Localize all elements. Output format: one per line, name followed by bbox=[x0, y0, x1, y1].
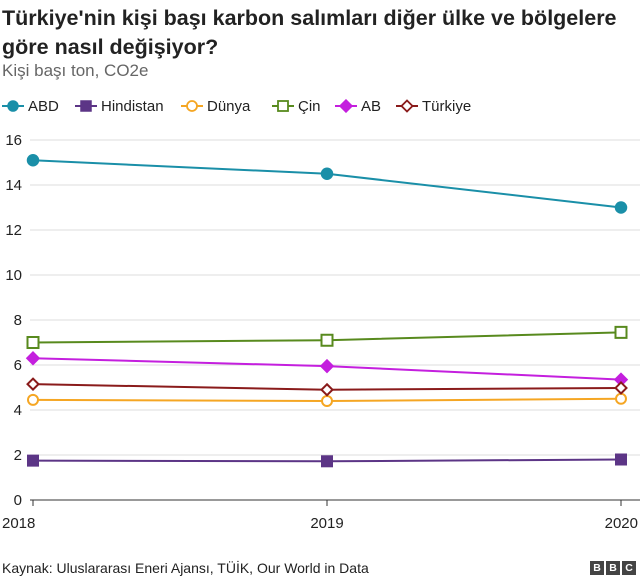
chart-title: Türkiye'nin kişi başı karbon salımları d… bbox=[2, 6, 617, 59]
legend-item-abd: ABD bbox=[2, 94, 59, 118]
legend-item-hindistan: Hindistan bbox=[75, 94, 164, 118]
legend-diamond-filled-icon bbox=[335, 99, 357, 113]
legend-label: ABD bbox=[28, 97, 59, 115]
data-point-ab bbox=[319, 358, 335, 374]
data-point-ab bbox=[25, 351, 41, 366]
line-chart: 0 2 4 6 8 10 12 14 16 2018 2019 2020 bbox=[2, 132, 640, 532]
legend-item-ab: AB bbox=[335, 94, 381, 118]
legend-label: AB bbox=[361, 97, 382, 115]
data-point-t-rkiye bbox=[26, 377, 40, 392]
data-point-hindistan bbox=[27, 454, 39, 467]
bbc-logo: B B C bbox=[590, 561, 636, 575]
data-point-abd bbox=[614, 201, 628, 214]
y-tick-label: 12 bbox=[5, 222, 22, 239]
legend-item-turkiye: Türkiye bbox=[396, 94, 471, 118]
legend-label: Çin bbox=[298, 97, 321, 115]
x-tick-label: 2019 bbox=[310, 515, 343, 532]
x-tick-label: 2018 bbox=[2, 515, 35, 532]
data-point-t-rkiye bbox=[320, 382, 334, 397]
legend-square-open-icon bbox=[272, 100, 294, 112]
y-tick-label: 8 bbox=[14, 312, 22, 329]
data-point-d-nya bbox=[321, 395, 333, 407]
source-note: Kaynak: Uluslararası Eneri Ajansı, TÜİK,… bbox=[2, 560, 369, 576]
legend: ABD Hindistan Dünya Çin AB Tür bbox=[0, 94, 640, 118]
legend-item-cin: Çin bbox=[272, 94, 321, 118]
data-point--in bbox=[614, 325, 628, 339]
legend-label: Türkiye bbox=[422, 97, 472, 115]
data-point-abd bbox=[320, 167, 334, 180]
y-tick-label: 2 bbox=[14, 447, 22, 464]
data-point-hindistan bbox=[321, 455, 333, 468]
data-point--in bbox=[26, 336, 40, 349]
legend-label: Dünya bbox=[207, 97, 251, 115]
legend-item-dunya: Dünya bbox=[181, 94, 250, 118]
y-tick-label: 4 bbox=[14, 402, 22, 419]
legend-circle-open-icon bbox=[181, 100, 203, 112]
y-tick-label: 16 bbox=[5, 132, 22, 149]
legend-label: Hindistan bbox=[101, 97, 164, 115]
y-tick-label: 6 bbox=[14, 357, 22, 374]
legend-circle-filled-icon bbox=[2, 100, 24, 112]
data-point-hindistan bbox=[615, 453, 627, 466]
y-tick-label: 0 bbox=[14, 492, 22, 509]
bbc-logo-letter: B bbox=[606, 561, 620, 575]
y-tick-label: 10 bbox=[5, 267, 22, 284]
data-point-d-nya bbox=[27, 393, 39, 406]
legend-diamond-open-icon bbox=[396, 99, 418, 113]
chart-subtitle: Kişi başı ton, CO2e bbox=[2, 61, 149, 80]
data-point-abd bbox=[26, 154, 40, 167]
legend-square-filled-icon bbox=[75, 100, 97, 112]
bbc-logo-letter: C bbox=[622, 561, 636, 575]
bbc-logo-letter: B bbox=[590, 561, 604, 575]
data-point-d-nya bbox=[615, 392, 627, 405]
y-tick-label: 14 bbox=[5, 177, 22, 194]
x-tick-label: 2020 bbox=[605, 515, 638, 532]
footer: Kaynak: Uluslararası Eneri Ajansı, TÜİK,… bbox=[0, 553, 640, 581]
series-line-abd bbox=[32, 159, 622, 209]
data-point-t-rkiye bbox=[614, 381, 628, 395]
data-point--in bbox=[320, 333, 334, 347]
